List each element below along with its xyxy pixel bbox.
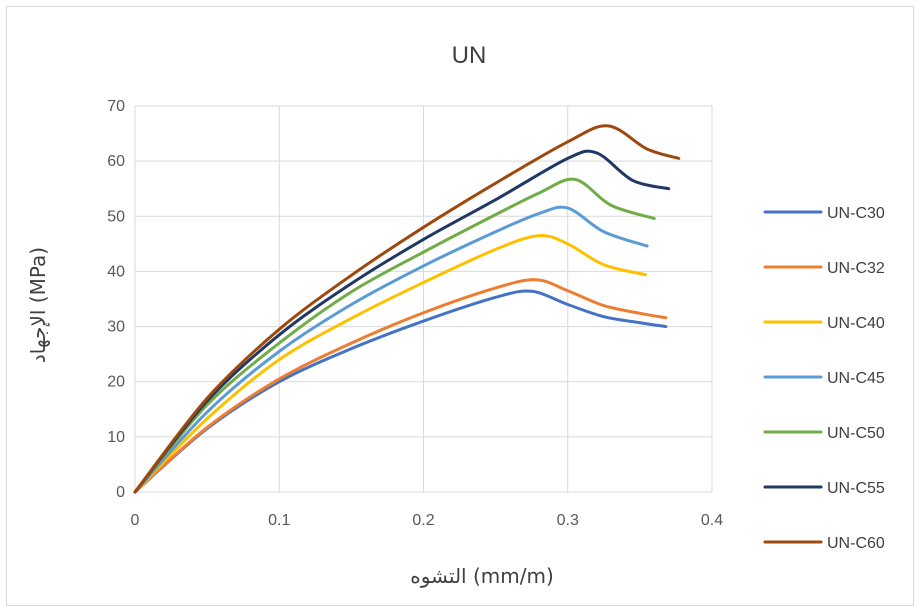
series-line-un-c32 (133, 278, 668, 494)
y-tick-label: 10 (107, 429, 125, 446)
x-tick-label: 0.1 (268, 512, 290, 529)
x-tick-label: 0.4 (701, 512, 723, 529)
series-line-un-c50 (133, 177, 656, 494)
series-line-un-c30 (133, 289, 668, 494)
x-tick-label: 0 (131, 512, 140, 529)
series-line-un-c40 (133, 233, 648, 494)
y-tick-label: 40 (107, 263, 125, 280)
series-line-un-c45 (133, 205, 649, 494)
tick-labels: 0 10 20 30 40 50 60 70 0 0.1 0.2 0.3 0.4 (107, 98, 723, 529)
series-line-un-c55 (133, 149, 671, 494)
y-axis-title: الإجهاد (MPa) (26, 247, 50, 363)
x-tick-label: 0.3 (557, 512, 579, 529)
series-lines (133, 124, 681, 494)
series-line-un-c60 (133, 124, 681, 494)
gridlines (134, 105, 713, 493)
y-tick-label: 20 (107, 374, 125, 391)
legend-label: UN-C60 (827, 535, 885, 552)
chart-frame: 0 10 20 30 40 50 60 70 0 0.1 0.2 0.3 0.4 UN التشوه (… (6, 6, 914, 606)
y-tick-label: 50 (107, 208, 125, 225)
x-axis-title: التشوه (mm/m) (410, 564, 554, 588)
legend-label: UN-C55 (827, 480, 885, 497)
y-tick-label: 0 (116, 484, 125, 501)
legend-label: UN-C40 (827, 315, 885, 332)
legend-label: UN-C30 (827, 205, 885, 222)
x-tick-label: 0.2 (412, 512, 434, 529)
line-chart: 0 10 20 30 40 50 60 70 0 0.1 0.2 0.3 0.4 UN التشوه (… (26, 42, 885, 588)
legend-label: UN-C45 (827, 370, 885, 387)
y-tick-label: 30 (107, 319, 125, 336)
legend: UN-C30 UN-C32 UN-C40 UN-C45 UN-C50 UN-C55 UN-C… (763, 205, 885, 552)
chart-title: UN (452, 42, 487, 69)
legend-label: UN-C32 (827, 260, 885, 277)
y-tick-label: 70 (107, 98, 125, 115)
legend-label: UN-C50 (827, 425, 885, 442)
y-tick-label: 60 (107, 153, 125, 170)
